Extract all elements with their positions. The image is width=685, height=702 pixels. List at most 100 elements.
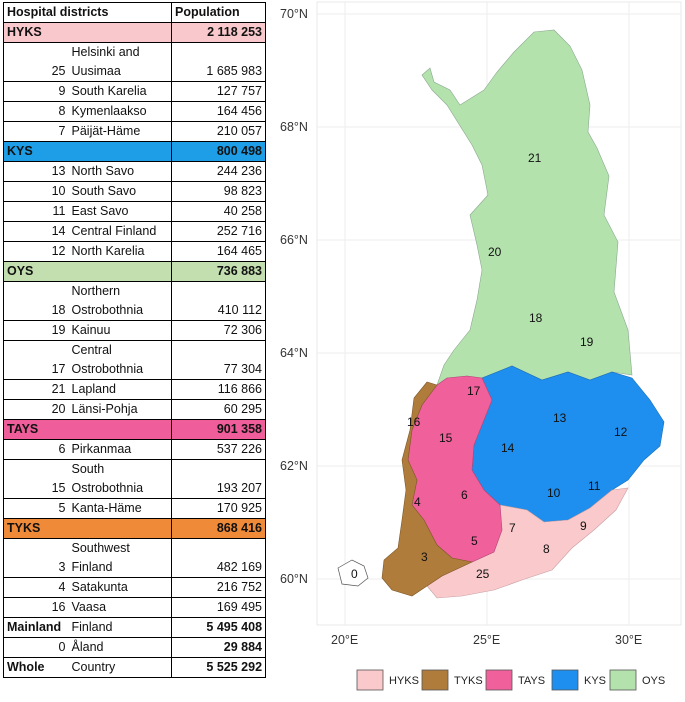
legend-swatch-oys <box>609 669 637 691</box>
group-total: 868 416 <box>171 518 267 539</box>
hospital-districts-table: Hospital districts Population HYKS 2 118 25… <box>2 2 267 678</box>
district-name-line1: Southwest <box>68 538 173 558</box>
district-population: 127 757 <box>171 81 267 102</box>
mainland-population: 5 495 408 <box>171 617 267 638</box>
group-code: KYS <box>2 141 173 162</box>
district-population: 164 465 <box>171 241 267 262</box>
district-pop-blank <box>171 459 267 479</box>
region-label: 16 <box>407 415 421 429</box>
whole-population: 5 525 292 <box>171 657 267 678</box>
region-label: 0 <box>351 567 358 581</box>
district-name-line2: Ostrobothnia <box>68 360 173 380</box>
legend-swatch-tays <box>485 669 513 691</box>
district-name: Kainuu <box>68 320 173 341</box>
mainland-name: Finland <box>68 617 173 638</box>
district-pop-blank <box>171 281 267 301</box>
district-number-blank <box>3 538 69 558</box>
table-row: 19 Kainuu 72 306 <box>3 320 267 341</box>
district-pop-blank <box>171 538 267 558</box>
group-row-oys: OYS 736 883 <box>2 261 267 282</box>
group-total: 901 358 <box>171 419 267 440</box>
district-name: East Savo <box>68 201 173 222</box>
legend-label: TYKS <box>454 675 483 687</box>
legend: HYKS TYKS TAYS KYS OYS <box>356 669 665 691</box>
lat-label: 64°N <box>280 346 308 360</box>
table-row: 5 Kanta-Häme 170 925 <box>3 498 267 519</box>
group-total: 736 883 <box>171 261 267 282</box>
region-label: 5 <box>471 534 478 548</box>
district-population: 210 057 <box>171 121 267 142</box>
district-pop-blank <box>171 42 267 62</box>
whole-country-row: Whole Country 5 525 292 <box>3 657 267 678</box>
region-label: 13 <box>553 411 567 425</box>
table-row: 6 Pirkanmaa 537 226 <box>3 439 267 460</box>
district-population: 164 456 <box>171 101 267 122</box>
whole-label: Whole <box>3 657 69 678</box>
legend-label: KYS <box>584 675 606 687</box>
district-population: 40 258 <box>171 201 267 222</box>
district-number: 7 <box>3 121 69 142</box>
region-label: 14 <box>501 441 515 455</box>
district-number-blank <box>3 42 69 62</box>
region-label: 3 <box>421 550 428 564</box>
region-aland <box>337 559 369 587</box>
region-label: 19 <box>580 335 594 349</box>
table-row: 21 Lapland 116 866 <box>3 379 267 400</box>
district-number-blank <box>3 281 69 301</box>
district-name: Satakunta <box>68 577 173 598</box>
table-row: 14 Central Finland 252 716 <box>3 221 267 242</box>
district-name-line1: Central <box>68 340 173 360</box>
district-name: North Karelia <box>68 241 173 262</box>
district-name: Länsi-Pohja <box>68 399 173 420</box>
district-name: Kymenlaakso <box>68 101 173 122</box>
district-number: 3 <box>3 558 69 578</box>
region-label: 20 <box>488 245 502 259</box>
district-pop-blank <box>171 340 267 360</box>
district-name-line1: South <box>68 459 173 479</box>
region-label: 7 <box>509 521 516 535</box>
legend-swatch-tyks <box>421 669 449 691</box>
table-row: 25 Uusimaa 1 685 983 <box>3 62 267 82</box>
mainland-label: Mainland <box>3 617 69 638</box>
district-name-line2: Ostrobothnia <box>68 301 173 321</box>
region-label: 15 <box>439 431 453 445</box>
group-row-kys: KYS 800 498 <box>2 141 267 162</box>
table-row: 10 South Savo 98 823 <box>3 181 267 202</box>
district-number-blank <box>3 459 69 479</box>
region-label: 21 <box>528 151 542 165</box>
group-total: 2 118 253 <box>171 22 267 43</box>
district-name-line1: Northern <box>68 281 173 301</box>
table-row: 20 Länsi-Pohja 60 295 <box>3 399 267 420</box>
district-name: Päijät-Häme <box>68 121 173 142</box>
district-population: 244 236 <box>171 161 267 182</box>
region-label: 4 <box>414 495 421 509</box>
district-name: Lapland <box>68 379 173 400</box>
lon-label: 25°E <box>473 633 500 647</box>
region-label: 8 <box>543 542 550 556</box>
district-number: 16 <box>3 597 69 618</box>
lat-label: 60°N <box>280 572 308 586</box>
table-row: 17 Ostrobothnia 77 304 <box>3 360 267 380</box>
table-row: 11 East Savo 40 258 <box>3 201 267 222</box>
table-row: 9 South Karelia 127 757 <box>3 81 267 102</box>
lat-label: 68°N <box>280 120 308 134</box>
group-row-tyks: TYKS 868 416 <box>2 518 267 539</box>
longitude-axis: 20°E 25°E 30°E <box>331 633 642 647</box>
district-name: South Savo <box>68 181 173 202</box>
district-name-line2: Uusimaa <box>68 62 173 82</box>
table-row: 13 North Savo 244 236 <box>3 161 267 182</box>
region-label: 6 <box>461 488 468 502</box>
district-name: North Savo <box>68 161 173 182</box>
district-number: 17 <box>3 360 69 380</box>
table-row: Northern <box>3 281 267 301</box>
district-number-blank <box>3 340 69 360</box>
table-row: 16 Vaasa 169 495 <box>3 597 267 618</box>
table-row: 12 North Karelia 164 465 <box>3 241 267 262</box>
table-row: South <box>3 459 267 479</box>
table-row: Central <box>3 340 267 360</box>
region-label: 10 <box>547 486 561 500</box>
district-number: 15 <box>3 479 69 499</box>
district-number: 5 <box>3 498 69 519</box>
region-labels: 0 3 4 5 6 7 8 9 10 11 12 13 14 15 16 17 … <box>351 151 628 581</box>
district-name: Central Finland <box>68 221 173 242</box>
